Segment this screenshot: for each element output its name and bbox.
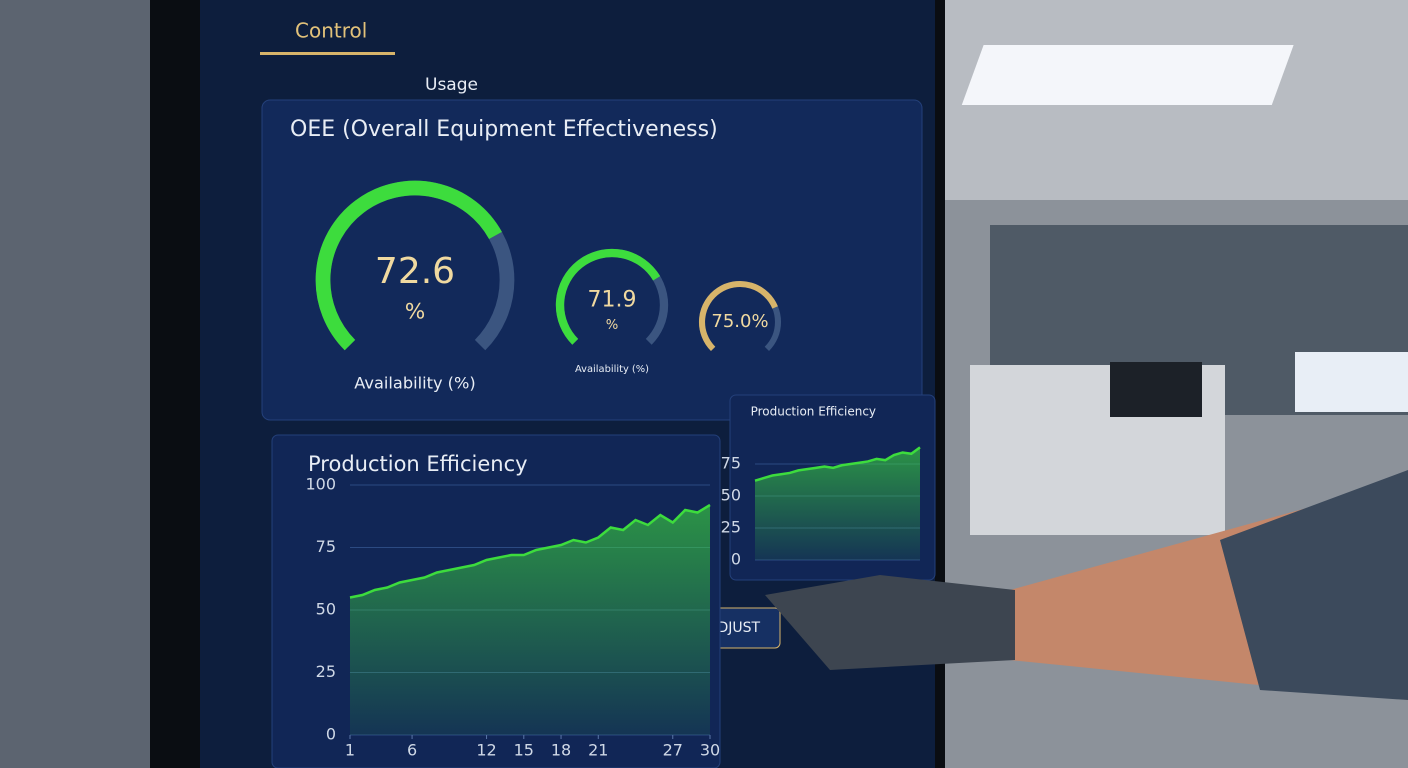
glove bbox=[765, 575, 1015, 670]
gauge-value bbox=[698, 280, 778, 352]
sleeve bbox=[1220, 470, 1408, 700]
line bbox=[754, 446, 921, 482]
x-tick-label: 12 bbox=[476, 741, 496, 760]
x-tick-label: 15 bbox=[514, 741, 534, 760]
ceiling-light bbox=[961, 45, 1294, 105]
y-tick-label: 100 bbox=[305, 475, 336, 494]
gauge-value-label: 72.6 bbox=[375, 251, 455, 292]
tab[interactable]: Usage bbox=[425, 75, 478, 95]
x-tick-label: 1 bbox=[345, 741, 355, 760]
monitor bbox=[1110, 362, 1202, 417]
gauge-unit: % bbox=[405, 299, 426, 324]
y-tick-label: 25 bbox=[721, 518, 741, 537]
gauge-value-label: 75.0% bbox=[711, 311, 768, 332]
x-tick-label: 30 bbox=[700, 741, 720, 760]
x-tick-label: 21 bbox=[588, 741, 608, 760]
y-tick-label: 50 bbox=[721, 486, 741, 505]
y-tick-label: 50 bbox=[316, 600, 336, 619]
oee-title: OEE (Overall Equipment Effectiveness) bbox=[290, 117, 718, 142]
gauge-value bbox=[555, 248, 661, 345]
x-tick-label: 6 bbox=[407, 741, 417, 760]
x-tick-label: 27 bbox=[663, 741, 683, 760]
tab[interactable]: Control bbox=[295, 19, 367, 43]
gauge-label: Availability (%) bbox=[575, 364, 649, 375]
chart-title: Production Efficiency bbox=[751, 405, 876, 419]
left-wall bbox=[0, 0, 150, 768]
y-tick-label: 0 bbox=[326, 725, 336, 744]
button-label[interactable]: ADJUST bbox=[708, 620, 761, 636]
y-tick-label: 75 bbox=[316, 537, 336, 556]
x-tick-label: 18 bbox=[551, 741, 571, 760]
gauge-unit: % bbox=[606, 318, 619, 333]
monitor bbox=[1295, 352, 1408, 412]
y-tick-label: 75 bbox=[721, 454, 741, 473]
line bbox=[349, 503, 711, 599]
chart-title: Production Efficiency bbox=[308, 452, 528, 476]
gauge-value bbox=[315, 180, 502, 351]
area-fill bbox=[350, 505, 710, 735]
gauge-label: Availability (%) bbox=[354, 374, 475, 393]
y-tick-label: 0 bbox=[731, 550, 741, 569]
gauge-value-label: 71.9 bbox=[588, 288, 637, 313]
tab-underline bbox=[260, 52, 395, 55]
area-fill bbox=[755, 447, 920, 560]
y-tick-label: 25 bbox=[316, 662, 336, 681]
